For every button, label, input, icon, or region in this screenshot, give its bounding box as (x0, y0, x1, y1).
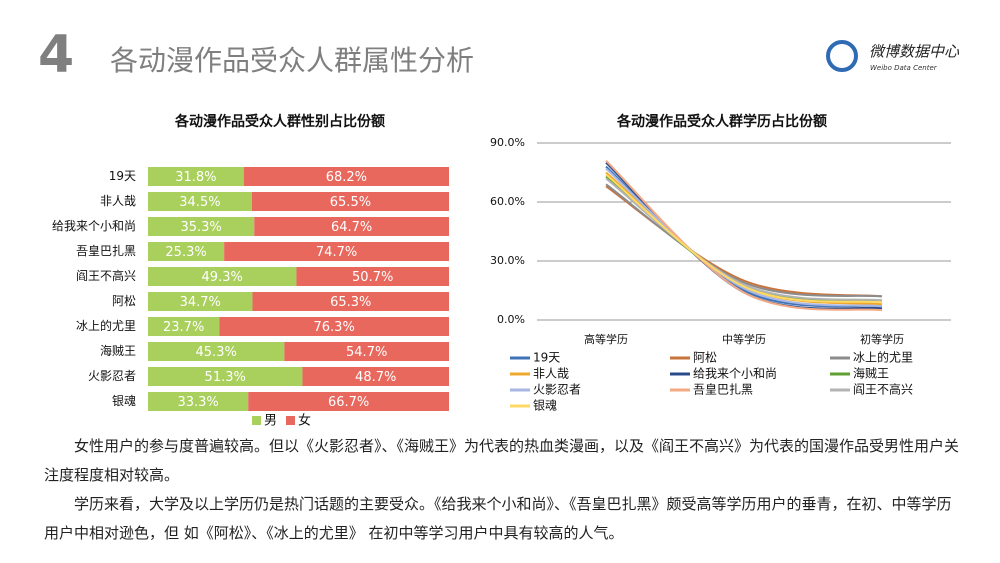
series-line (605, 173, 883, 304)
data-label: 48.7% (355, 370, 396, 385)
bar-segment (148, 167, 244, 186)
bar-segment (148, 392, 249, 411)
data-label: 68.2% (326, 170, 367, 185)
bar-segment (254, 217, 449, 236)
data-label: 34.5% (179, 195, 220, 210)
legend-label: 非人哉 (533, 366, 569, 381)
series-line (605, 185, 883, 298)
data-label: 74.7% (316, 245, 357, 260)
data-label: 51.3% (205, 370, 246, 385)
data-label: 49.3% (202, 270, 243, 285)
x-tick-label: 中等学历 (722, 332, 766, 346)
bar-segment (148, 342, 285, 361)
bar-segment (148, 267, 297, 286)
bar-segment (251, 192, 449, 211)
x-tick-label: 高等学历 (584, 332, 628, 346)
legend-label: 阿松 (693, 351, 717, 365)
series-line (605, 183, 883, 298)
data-label: 50.7% (352, 270, 393, 285)
bar-segment (302, 367, 449, 386)
y-tick-label: 30.0% (490, 254, 525, 267)
y-tick-label: 吾皇巴扎黑 (76, 244, 136, 258)
bar-segment (148, 242, 225, 261)
data-label: 31.8% (175, 170, 216, 185)
data-label: 66.7% (328, 395, 369, 410)
data-label: 33.3% (177, 395, 218, 410)
series-line (605, 159, 883, 312)
y-tick-label: 给我来个小和尚 (52, 219, 136, 233)
x-tick-label: 初等学历 (860, 332, 904, 346)
legend-label: 给我来个小和尚 (693, 367, 777, 381)
logo-icon (826, 40, 858, 72)
legend-label: 海贼王 (853, 366, 889, 381)
legend-swatch (286, 416, 295, 425)
logo-name: 微博数据中心 (869, 43, 960, 61)
bar-segment (148, 192, 252, 211)
data-label: 54.7% (346, 345, 387, 360)
data-label: 34.7% (180, 295, 221, 310)
bar-segment (148, 217, 255, 236)
chart-title: 各动漫作品受众人群学历占比份额 (616, 113, 827, 130)
y-tick-label: 非人哉 (100, 193, 136, 208)
data-label: 35.3% (180, 220, 221, 235)
data-label: 23.7% (163, 320, 204, 335)
y-tick-label: 阿松 (112, 294, 136, 308)
y-tick-label: 海贼王 (100, 343, 136, 358)
y-tick-label: 火影忍者 (88, 369, 136, 383)
bar-segment (252, 292, 449, 311)
legend-label: 男 (264, 414, 277, 429)
series-line (605, 177, 883, 302)
y-tick-label: 90.0% (490, 136, 525, 149)
bar-segment (219, 317, 449, 336)
y-tick-label: 0.0% (497, 313, 525, 326)
section-number: 4 (38, 25, 74, 85)
data-label: 64.7% (331, 220, 372, 235)
y-tick-label: 60.0% (490, 195, 525, 208)
y-tick-label: 银魂 (112, 393, 136, 408)
legend-label: 火影忍者 (533, 383, 581, 397)
series-line (605, 167, 883, 308)
bar-segment (148, 292, 253, 311)
data-label: 76.3% (314, 320, 355, 335)
slide-title: 各动漫作品受众人群属性分析 (110, 44, 474, 77)
bar-segment (284, 342, 449, 361)
logo-subtitle: Weibo Data Center (870, 64, 938, 72)
y-tick-label: 阎王不高兴 (76, 268, 136, 283)
data-label: 65.5% (330, 195, 371, 210)
legend-label: 吾皇巴扎黑 (693, 383, 753, 397)
y-tick-label: 冰上的尤里 (76, 318, 136, 333)
data-label: 45.3% (196, 345, 237, 360)
data-label: 65.3% (330, 295, 371, 310)
y-tick-label: 19天 (109, 169, 136, 183)
data-label: 25.3% (165, 245, 206, 260)
legend-swatch (252, 416, 261, 425)
bar-segment (224, 242, 449, 261)
bar-segment (148, 317, 220, 336)
legend-label: 冰上的尤里 (853, 350, 913, 365)
legend-label: 阎王不高兴 (853, 382, 913, 397)
paragraph: 女性用户的参与度普遍较高。但以《火影忍者》、《海贼王》为代表的热血类漫画，以及《… (44, 437, 960, 484)
chart-title: 各动漫作品受众人群性别占比份额 (174, 113, 385, 130)
paragraph: 学历来看，大学及以上学历仍是热门话题的主要受众。《给我来个小和尚》、《吾皇巴扎黑… (44, 495, 952, 542)
legend-label: 银魂 (533, 398, 557, 413)
bar-segment (296, 267, 449, 286)
bar-segment (148, 367, 303, 386)
bar-segment (248, 392, 449, 411)
legend-label: 19天 (533, 351, 560, 365)
bar-segment (243, 167, 449, 186)
legend-label: 女 (298, 413, 311, 429)
